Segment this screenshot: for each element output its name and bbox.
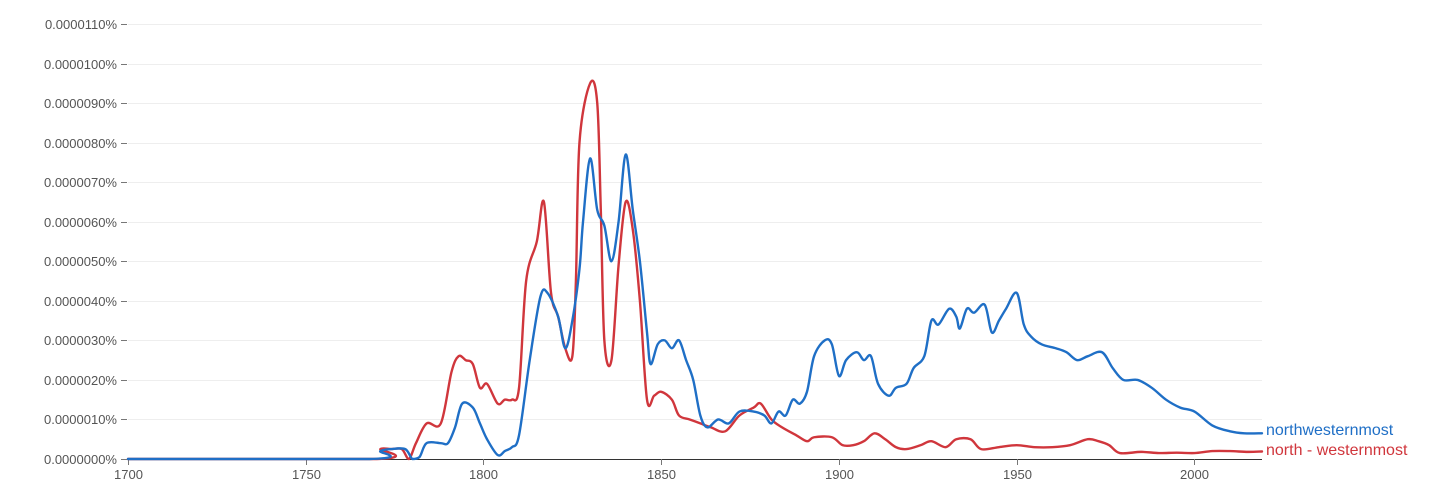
x-tick-label: 1950	[1003, 467, 1032, 482]
series-labels: northwesternmost north - westernmost	[1266, 422, 1408, 459]
x-tick-label: 1850	[647, 467, 676, 482]
x-tick-label: 2000	[1180, 467, 1209, 482]
y-tick-label: 0.0000030%	[44, 333, 117, 348]
series-lines	[126, 79, 1264, 461]
x-axis: 1700 1750 1800 1850 1900 1950 2000	[114, 459, 1262, 482]
y-tick-label: 0.0000100%	[44, 57, 117, 72]
y-tick-label: 0.0000040%	[44, 294, 117, 309]
y-tick-label: 0.0000080%	[44, 136, 117, 151]
y-tick-label: 0.0000020%	[44, 373, 117, 388]
series-label[interactable]: northwesternmost	[1266, 422, 1394, 439]
x-tick-label: 1900	[825, 467, 854, 482]
x-tick-label: 1700	[114, 467, 143, 482]
y-axis: 0.0000000% 0.0000010% 0.0000020% 0.0000030%…	[44, 17, 127, 467]
y-tick-label: 0.0000110%	[45, 17, 117, 32]
y-tick-label: 0.0000050%	[44, 254, 117, 269]
y-tick-label: 0.0000000%	[44, 452, 117, 467]
series-line-north-westernmost[interactable]	[126, 79, 1264, 461]
y-tick-label: 0.0000070%	[44, 175, 117, 190]
series-line-northwesternmost[interactable]	[126, 153, 1264, 461]
y-tick-label: 0.0000090%	[44, 96, 117, 111]
series-label[interactable]: north - westernmost	[1266, 442, 1408, 459]
gridlines	[128, 24, 1262, 420]
y-tick-label: 0.0000060%	[44, 215, 117, 230]
x-tick-label: 1750	[292, 467, 321, 482]
x-tick-label: 1800	[469, 467, 498, 482]
y-tick-label: 0.0000010%	[44, 412, 117, 427]
